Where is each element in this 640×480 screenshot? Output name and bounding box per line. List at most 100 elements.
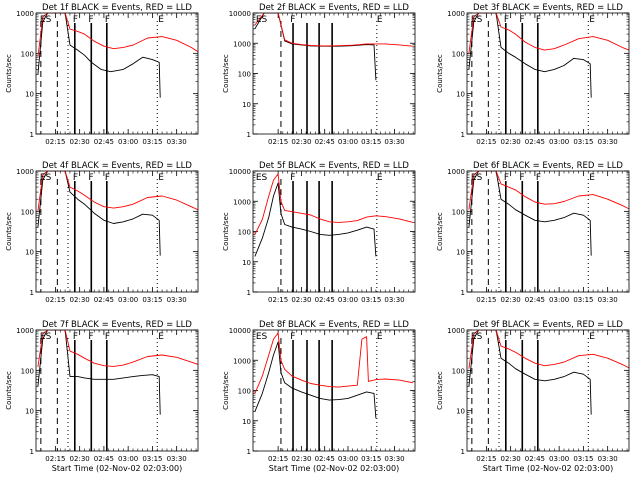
x-tick-label: 02:45 <box>94 455 114 463</box>
marker-label-F: F <box>290 15 295 25</box>
x-tick-label: 03:15 <box>142 296 162 304</box>
x-tick-label: 02:30 <box>291 296 311 304</box>
x-tick-label: 02:45 <box>525 296 545 304</box>
lld-series-line <box>468 13 629 54</box>
x-tick-label: 03:15 <box>142 138 162 146</box>
y-tick-label: 1000 <box>447 10 465 18</box>
plot-area: ES F F F E <box>37 330 198 451</box>
plot-area: ES F E <box>254 332 414 451</box>
marker-label-F: F <box>504 332 509 342</box>
y-tick-label: 100 <box>21 208 34 216</box>
marker-label-F: F <box>105 332 110 342</box>
panel-6: Det 6f BLACK = Events, RED = LLD Counts/s… <box>436 161 630 304</box>
x-tick-label: 03:00 <box>549 138 569 146</box>
y-tick-label: 10 <box>242 101 251 109</box>
y-axis-label: Counts/sec <box>5 54 13 93</box>
y-axis-label: Counts/sec <box>5 371 13 410</box>
marker-label-E: E <box>377 15 383 25</box>
panel-frame <box>466 12 630 135</box>
lld-series-line <box>254 332 414 394</box>
marker-label-E: E <box>589 15 595 25</box>
marker-label-F: F <box>73 173 78 183</box>
marker-label-E: E <box>158 332 164 342</box>
x-tick-label: 03:15 <box>361 296 381 304</box>
x-axis-label: Start Time (02-Nov-02 02:03:00) <box>483 464 613 473</box>
events-series-line <box>37 330 161 415</box>
events-series-line <box>254 341 377 419</box>
y-tick-label: 10000 <box>229 327 251 335</box>
x-tick-label: 02:15 <box>45 455 65 463</box>
panel-title: Det 1f BLACK = Events, RED = LLD <box>42 3 192 13</box>
lld-series-line <box>468 171 629 210</box>
y-tick-label: 1000 <box>16 10 34 18</box>
x-axis-label: Start Time (02-Nov-02 02:03:00) <box>269 464 399 473</box>
x-tick-label: 02:45 <box>525 455 545 463</box>
panel-title: Det 7f BLACK = Events, RED = LLD <box>42 320 192 330</box>
panel-2: Det 2f BLACK = Events, RED = LLD Counts/s… <box>222 3 416 146</box>
marker-label-F: F <box>73 332 78 342</box>
x-tick-label: 03:00 <box>118 138 138 146</box>
x-tick-label: 02:15 <box>45 296 65 304</box>
x-tick-label: 03:00 <box>118 455 138 463</box>
marker-label-F: F <box>88 173 93 183</box>
y-tick-label: 10 <box>456 249 465 257</box>
panel-4: Det 4f BLACK = Events, RED = LLD Counts/s… <box>5 161 199 304</box>
lld-series-line <box>37 171 198 212</box>
marker-label-E: E <box>589 173 595 183</box>
x-tick-label: 03:30 <box>384 296 404 304</box>
y-tick-label: 1000 <box>16 168 34 176</box>
y-tick-label: 10000 <box>229 10 251 18</box>
marker-label-F: F <box>290 173 295 183</box>
marker-label-F: F <box>519 332 524 342</box>
x-tick-label: 02:15 <box>268 455 288 463</box>
marker-label-F: F <box>73 15 78 25</box>
x-tick-label: 02:45 <box>94 138 114 146</box>
y-tick-label: 100 <box>452 50 465 58</box>
events-series-line <box>468 171 592 256</box>
x-tick-label: 02:30 <box>291 138 311 146</box>
events-series-line <box>468 13 592 98</box>
plot-area: ES F F F E <box>468 171 629 292</box>
lld-series-line <box>37 330 198 368</box>
x-tick-label: 03:15 <box>142 455 162 463</box>
panel-7: Det 7f BLACK = Events, RED = LLD Counts/s… <box>5 320 199 473</box>
lld-series-line <box>468 330 629 369</box>
y-tick-label: 1 <box>461 448 465 456</box>
panel-frame <box>35 329 199 452</box>
x-tick-label: 03:00 <box>118 296 138 304</box>
panel-frame <box>252 170 416 293</box>
y-tick-label: 100 <box>21 367 34 375</box>
y-tick-label: 10 <box>25 408 34 416</box>
x-tick-label: 03:00 <box>338 138 358 146</box>
panel-title: Det 5f BLACK = Events, RED = LLD <box>259 161 409 171</box>
y-tick-label: 10 <box>25 249 34 257</box>
panel-frame <box>252 12 416 135</box>
x-tick-label: 03:30 <box>598 455 618 463</box>
marker-label-E: E <box>158 173 164 183</box>
x-tick-label: 02:15 <box>476 296 496 304</box>
events-series-line <box>254 182 377 257</box>
events-series-line <box>468 330 592 415</box>
marker-label-ES: ES <box>40 173 52 183</box>
panel-title: Det 3f BLACK = Events, RED = LLD <box>473 3 623 13</box>
x-tick-label: 03:00 <box>338 296 358 304</box>
y-tick-label: 10 <box>456 408 465 416</box>
x-tick-label: 03:15 <box>573 296 593 304</box>
y-tick-label: 100 <box>452 208 465 216</box>
marker-label-F: F <box>504 15 509 25</box>
panel-title: Det 4f BLACK = Events, RED = LLD <box>42 161 192 171</box>
y-axis-label: Counts/sec <box>436 212 444 251</box>
x-tick-label: 02:45 <box>94 296 114 304</box>
lld-series-line <box>254 173 414 235</box>
marker-label-F: F <box>504 173 509 183</box>
marker-label-E: E <box>589 332 595 342</box>
panel-frame <box>35 170 199 293</box>
marker-label-F: F <box>519 173 524 183</box>
marker-label-F: F <box>88 15 93 25</box>
events-series-line <box>37 13 161 98</box>
x-tick-label: 02:30 <box>70 296 90 304</box>
plot-area: ES F F F E <box>468 330 629 451</box>
x-tick-label: 02:15 <box>476 455 496 463</box>
x-tick-label: 02:15 <box>476 138 496 146</box>
y-axis-label: Counts/sec <box>5 212 13 251</box>
